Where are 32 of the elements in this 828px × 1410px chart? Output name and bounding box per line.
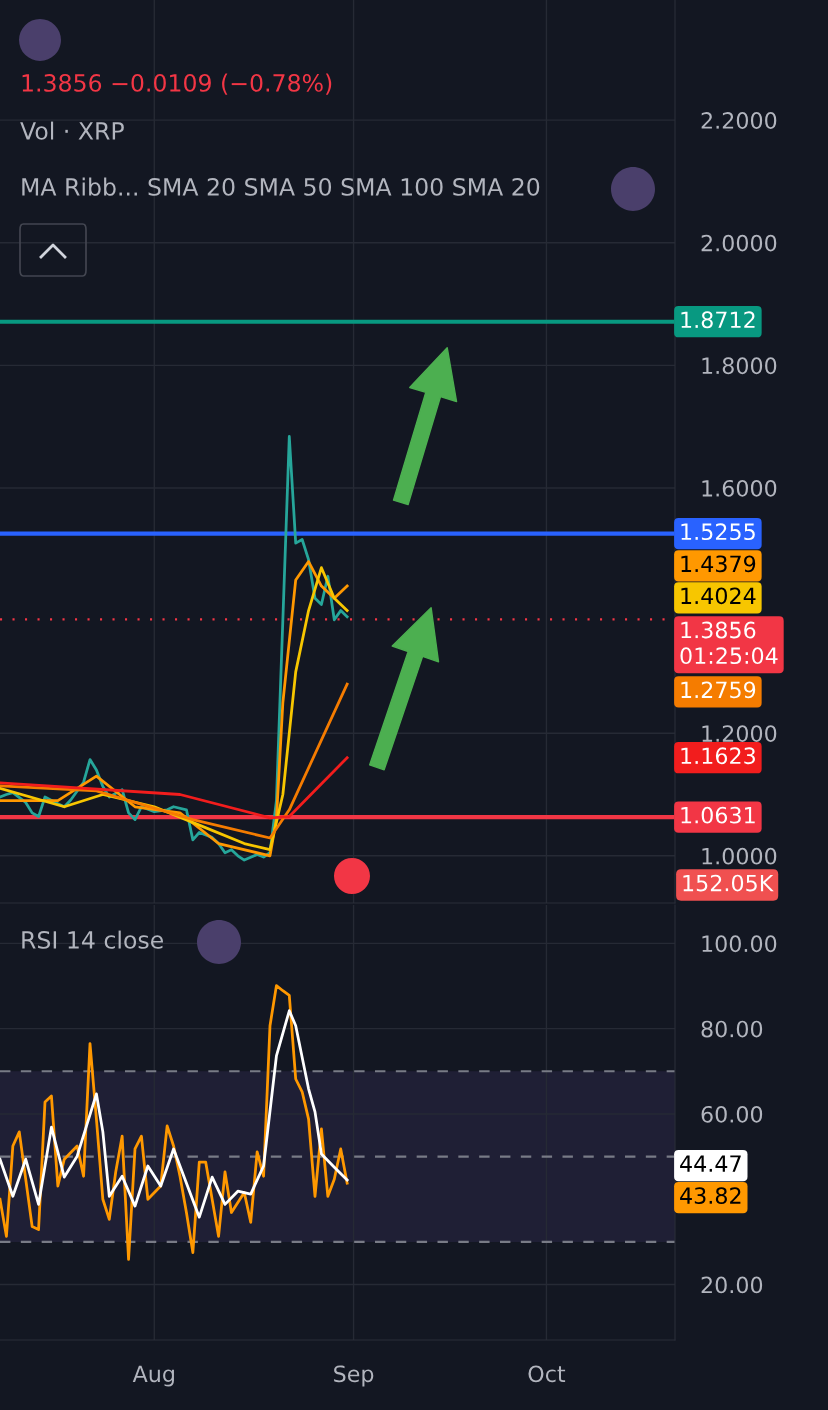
line-series [0,756,349,820]
annotation: Vol · XRP [20,121,124,140]
ref-line-label: 1.0631 [681,806,755,824]
x-tick-label: Sep [334,1365,374,1387]
text: 44.47 [680,1155,741,1172]
annotation: 1.3856 −0.0109 (−0.78%) [22,73,332,95]
y-tick-label: 1.2000 [702,725,777,742]
ref-line-label: 1.3856 01:25:04 [680,621,778,665]
y-tick-label: 1.0000 [702,847,777,865]
text: 152.05K [683,874,774,892]
ref-line-label: 1.8712 [681,311,755,329]
annotation: MA Ribb... SMA 20 SMA 50 SMA 100 SMA 20 [22,177,540,196]
text: 1.4024 [681,587,756,605]
y-tick-label: 20.00 [701,1276,763,1294]
y-tick-label: 80.00 [701,1020,763,1038]
text: 1.1623 [681,747,755,765]
y-tick-label: 2.2000 [701,112,777,129]
x-tick-label: Aug [132,1365,174,1387]
x-tick-label: Oct [528,1365,566,1383]
text: RSI 14 close [22,930,163,949]
line-series [0,682,349,840]
text: 1.4379 [681,555,756,573]
line-series [0,1009,349,1219]
y-tick-label: 100.00 [702,935,777,953]
ref-line-label: 1.5255 [681,523,755,541]
y-tick-label: 60.00 [701,1105,763,1123]
y-tick-label: 2.0000 [701,234,777,252]
y-tick-label: 1.6000 [702,479,777,497]
y-tick-label: 1.8000 [702,357,777,375]
line-series [0,984,349,1261]
text: 1.2759 [681,681,756,699]
text: 43.82 [680,1187,741,1205]
